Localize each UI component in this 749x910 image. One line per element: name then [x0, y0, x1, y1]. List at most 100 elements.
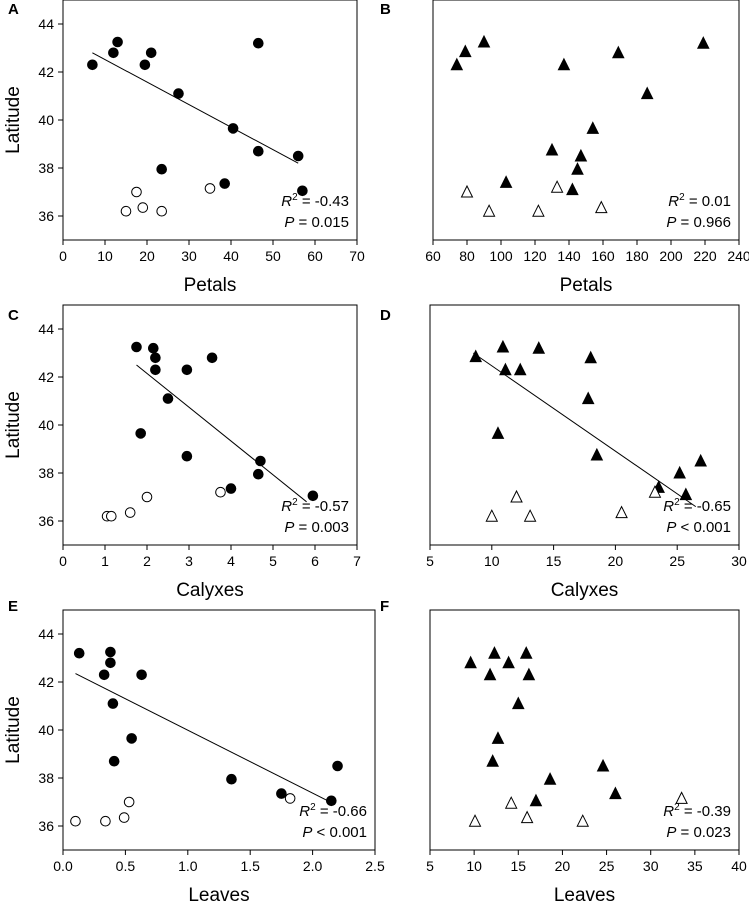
filled-triangle-point [496, 339, 510, 353]
x-tick-label: 160 [591, 248, 615, 264]
y-tick-label: 38 [38, 770, 54, 786]
y-axis-label: Latitude [3, 391, 24, 459]
open-triangle-point [675, 791, 688, 804]
x-tick-label: 10 [484, 553, 500, 569]
filled-circle-point [252, 145, 264, 157]
filled-triangle-point [502, 655, 515, 669]
filled-triangle-point [611, 45, 625, 59]
filled-circle-point [139, 59, 151, 71]
filled-triangle-point [574, 148, 588, 162]
panel-letter: B [380, 1, 391, 18]
panel-letter: F [380, 598, 389, 615]
filled-triangle-point [586, 121, 600, 134]
panel-letter: C [8, 307, 19, 324]
x-tick-label: 200 [659, 248, 683, 264]
p-value-annotation: P = 0.023 [666, 824, 731, 841]
filled-circle-point [252, 37, 264, 49]
filled-triangle-point [694, 453, 707, 467]
x-axis-label: Calyxes [176, 580, 244, 601]
filled-circle-point [252, 468, 264, 480]
x-tick-label: 25 [669, 553, 685, 569]
filled-triangle-point [609, 786, 622, 800]
filled-triangle-point [483, 667, 497, 681]
x-tick-label: 2.0 [303, 858, 323, 874]
plot-frame [432, 0, 740, 241]
open-triangle-point [523, 509, 537, 522]
filled-triangle-point [513, 362, 527, 376]
y-tick-label: 40 [38, 417, 54, 433]
filled-circle-point [107, 698, 119, 709]
x-tick-label: 7 [353, 553, 361, 569]
filled-circle-point [226, 773, 237, 785]
x-tick-label: 3 [185, 553, 193, 569]
regression-line [136, 364, 307, 503]
filled-triangle-point [566, 182, 579, 196]
r-squared-annotation: R2 = -0.43 [281, 192, 349, 210]
x-tick-label: 35 [687, 858, 703, 874]
panel-e: 0.0 0.5 1.0 1.5 2.0 2.5 36 38 40 42 44 Leaves Latitu… [3, 598, 385, 906]
regression-line [472, 352, 697, 508]
filled-circle-point [150, 364, 161, 376]
p-value-annotation: P = 0.966 [666, 214, 731, 231]
filled-triangle-point [499, 362, 512, 376]
filled-triangle-point [590, 447, 604, 461]
open-triangle-point [468, 814, 482, 827]
filled-circle-point [98, 669, 110, 681]
open-triangle-point [485, 509, 499, 522]
r-squared-annotation: R2 = 0.01 [668, 192, 731, 210]
open-circle-point [137, 202, 149, 213]
open-triangle-point [482, 204, 496, 217]
regression-line [92, 52, 299, 164]
panel-f: 5 10 15 20 25 30 35 40 Leaves F R2 = -0.39 P = 0.02… [380, 598, 747, 906]
filled-triangle-point [673, 465, 686, 479]
filled-circle-point [326, 795, 337, 807]
filled-triangle-point [450, 57, 464, 71]
x-tick-label: 50 [265, 248, 281, 264]
x-axis-label: Leaves [554, 885, 615, 906]
x-tick-label: 240 [727, 248, 749, 264]
open-triangle-point [615, 505, 628, 519]
filled-circle-point [225, 483, 237, 494]
filled-circle-point [162, 393, 174, 404]
x-tick-label: 2 [143, 553, 151, 569]
filled-circle-point [148, 342, 159, 354]
open-circle-point [123, 796, 135, 808]
filled-triangle-point [584, 350, 597, 364]
open-triangle-point [460, 184, 474, 198]
x-tick-label: 0 [59, 248, 67, 264]
open-circle-point [118, 812, 130, 823]
x-tick-label: 180 [625, 248, 649, 264]
x-tick-label: 25 [599, 858, 615, 874]
x-tick-label: 70 [349, 248, 365, 264]
x-tick-label: 6 [311, 553, 319, 569]
x-axis-label: Petals [184, 275, 237, 296]
filled-circle-point [87, 59, 98, 71]
filled-circle-point [181, 450, 193, 462]
filled-circle-point [227, 123, 239, 134]
filled-circle-point [276, 788, 287, 799]
open-triangle-point [550, 180, 564, 193]
y-axis-label: Latitude [3, 696, 24, 764]
y-tick-label: 44 [38, 321, 54, 337]
filled-circle-point [112, 36, 123, 48]
x-tick-label: 120 [523, 248, 547, 264]
open-triangle-point [648, 485, 662, 498]
filled-triangle-point [458, 44, 472, 58]
y-tick-label: 40 [38, 112, 54, 128]
filled-triangle-point [522, 667, 536, 681]
filled-circle-point [135, 428, 146, 439]
filled-circle-point [73, 647, 85, 659]
y-tick-label: 42 [38, 369, 54, 385]
filled-circle-point [206, 352, 218, 364]
panel-d: 5 10 15 20 25 30 Calyxes D R2 = -0.65 P < 0.001 [380, 304, 747, 601]
x-tick-label: 0 [59, 553, 67, 569]
filled-triangle-point [477, 34, 491, 48]
filled-circle-point [105, 657, 116, 669]
filled-circle-point [292, 150, 304, 162]
open-circle-point [215, 486, 226, 498]
filled-triangle-point [545, 142, 559, 156]
x-tick-label: 5 [426, 553, 434, 569]
x-tick-label: 1.5 [240, 858, 260, 874]
open-triangle-point [510, 489, 523, 503]
